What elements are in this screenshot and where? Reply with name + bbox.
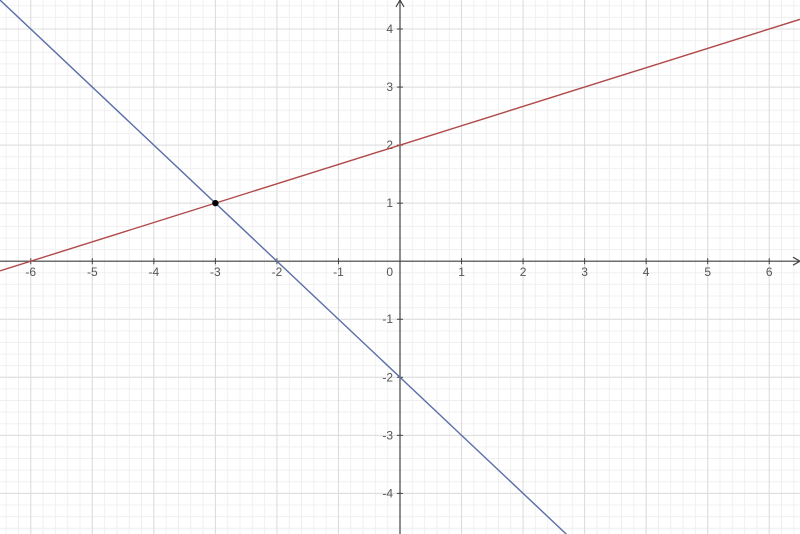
- y-tick-label: -3: [382, 428, 393, 442]
- y-tick-label: -1: [382, 312, 393, 326]
- x-tick-label: 1: [458, 265, 465, 279]
- plot-points: [212, 200, 218, 206]
- y-tick-label: 4: [386, 22, 393, 36]
- intersection-point: [212, 200, 218, 206]
- y-tick-label: 2: [386, 138, 393, 152]
- x-tick-label: -5: [87, 265, 98, 279]
- x-tick-label: -6: [25, 265, 36, 279]
- x-tick-label: 2: [520, 265, 527, 279]
- x-tick-label: -4: [149, 265, 160, 279]
- x-tick-label: -2: [272, 265, 283, 279]
- x-tick-label: 5: [704, 265, 711, 279]
- origin-label: 0: [386, 265, 393, 279]
- chart-svg: -6 -5 -4 -3 -2 -1 1 2 3 4 5 6 -4 -3 -2 -1 1 2 3 4 0: [0, 0, 800, 534]
- y-tick-label: 1: [386, 196, 393, 210]
- y-tick-label: -2: [382, 370, 393, 384]
- x-tick-label: 6: [766, 265, 773, 279]
- x-tick-label: -1: [333, 265, 344, 279]
- x-tick-label: 4: [643, 265, 650, 279]
- y-tick-label: -4: [382, 486, 393, 500]
- y-tick-label: 3: [386, 80, 393, 94]
- coordinate-plane-chart: -6 -5 -4 -3 -2 -1 1 2 3 4 5 6 -4 -3 -2 -1 1 2 3 4 0: [0, 0, 800, 534]
- x-tick-label: 3: [581, 265, 588, 279]
- x-tick-label: -3: [210, 265, 221, 279]
